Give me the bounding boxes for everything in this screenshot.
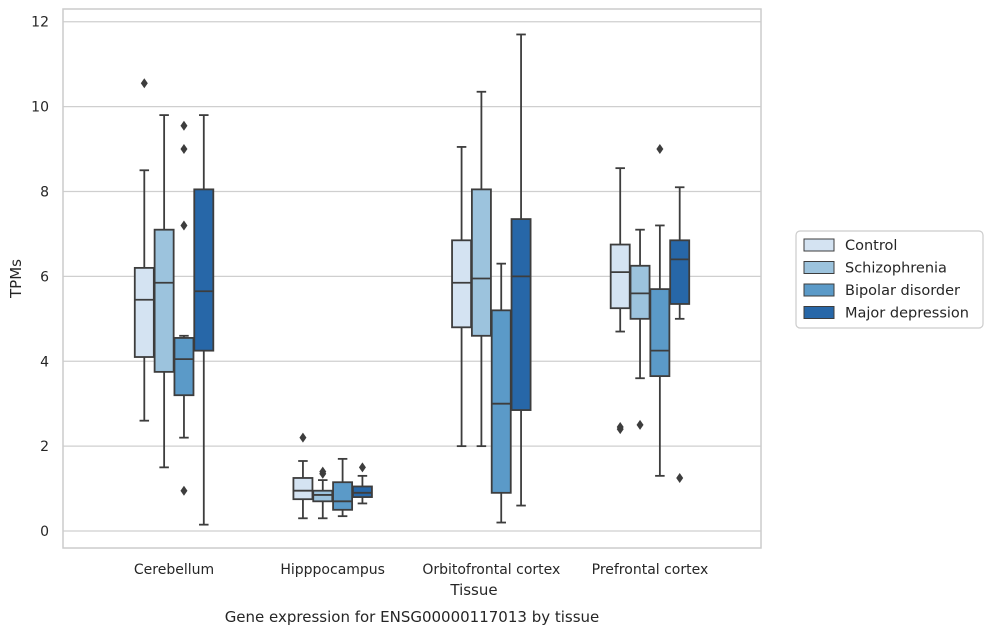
box-iqr [629, 264, 651, 320]
x-axis-ticks: Cerebellum Hipppocampus Orbitofrontal cort… [134, 562, 708, 578]
box-plot-series [133, 33, 691, 526]
series-control [133, 78, 631, 520]
outlier-point [140, 78, 148, 89]
box [332, 457, 354, 518]
box-iqr [609, 243, 631, 310]
outlier-point [299, 432, 307, 443]
legend-label: Bipolar disorder [845, 283, 960, 299]
box [292, 432, 314, 520]
box-iqr [332, 481, 354, 511]
legend-swatch [803, 261, 835, 274]
outlier-point [358, 462, 366, 473]
box-iqr [470, 188, 492, 337]
x-tick-label: Cerebellum [134, 562, 214, 578]
box-iqr [669, 239, 691, 305]
outlier-point [616, 422, 624, 433]
y-axis-ticks: 0 2 4 6 8 10 12 [31, 15, 49, 540]
box-iqr [153, 228, 175, 373]
x-axis-label: Tissue [449, 581, 497, 599]
legend-swatch [803, 306, 835, 319]
legend-swatch [803, 238, 835, 252]
series-bipolar-disorder [173, 120, 671, 524]
outlier-point [656, 144, 664, 155]
legend-label: Major depression [845, 306, 969, 322]
x-tick-label: Hipppocampus [280, 562, 385, 578]
x-tick-label: Orbitofrontal cortex [422, 562, 560, 578]
y-tick-label: 12 [31, 15, 49, 31]
box-iqr [312, 489, 334, 503]
box-iqr [510, 218, 532, 411]
outlier-point [636, 419, 644, 430]
outlier-point [676, 472, 684, 483]
box [609, 167, 631, 435]
box [470, 90, 492, 448]
box [490, 262, 512, 524]
box-iqr [133, 266, 155, 358]
legend-label: Control [845, 238, 897, 254]
plot-area-frame [62, 8, 762, 549]
y-tick-label: 4 [40, 354, 49, 370]
box [352, 462, 373, 505]
outlier-point [319, 466, 327, 477]
y-tick-label: 0 [40, 524, 49, 540]
box-iqr [173, 337, 195, 397]
x-tick-label: Prefrontal cortex [592, 562, 709, 578]
legend-swatch [803, 283, 835, 297]
legend-frame [795, 230, 984, 329]
box-iqr [649, 288, 671, 378]
legend-item: Control [803, 238, 897, 254]
y-tick-label: 8 [40, 184, 49, 200]
box-iqr [193, 188, 215, 352]
legend: Control Schizophrenia Bipolar disorder Majo… [795, 230, 984, 329]
box [193, 114, 215, 526]
box-iqr [451, 239, 472, 329]
legend-item: Major depression [803, 306, 969, 322]
box [649, 144, 671, 477]
box [669, 186, 691, 483]
series-schizophrenia [153, 90, 651, 520]
y-tick-label: 2 [40, 439, 49, 455]
box-iqr [490, 309, 512, 494]
y-tick-label: 6 [40, 269, 49, 285]
box [173, 120, 195, 496]
legend-label: Schizophrenia [845, 261, 947, 277]
box [133, 78, 155, 422]
box-iqr [352, 485, 373, 498]
box [629, 228, 651, 430]
box [312, 466, 334, 520]
outlier-point [180, 220, 188, 231]
legend-item: Bipolar disorder [803, 283, 960, 299]
figure-caption: Gene expression for ENSG00000117013 by t… [225, 608, 600, 626]
outlier-point [180, 120, 188, 131]
box-iqr [292, 477, 314, 501]
legend-item: Schizophrenia [803, 261, 947, 277]
y-tick-label: 10 [31, 100, 49, 116]
box [510, 33, 532, 507]
outlier-point [180, 485, 188, 496]
outlier-point [180, 144, 188, 155]
series-major-depression [193, 33, 691, 526]
y-axis-label: TPMs [7, 259, 25, 299]
box [153, 114, 175, 469]
